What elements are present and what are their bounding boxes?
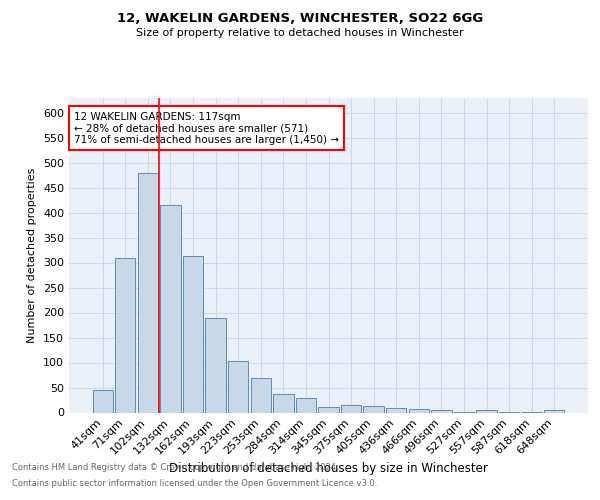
Bar: [476, 410, 497, 412]
Bar: [228, 360, 248, 412]
Bar: [160, 205, 181, 412]
Text: 12, WAKELIN GARDENS, WINCHESTER, SO22 6GG: 12, WAKELIN GARDENS, WINCHESTER, SO22 6G…: [117, 12, 483, 26]
Text: Size of property relative to detached houses in Winchester: Size of property relative to detached ho…: [136, 28, 464, 38]
Bar: [386, 408, 406, 412]
Bar: [544, 410, 565, 412]
Bar: [251, 378, 271, 412]
Bar: [431, 410, 452, 412]
Bar: [138, 172, 158, 412]
Bar: [341, 405, 361, 412]
Bar: [296, 398, 316, 412]
Bar: [273, 394, 293, 412]
Bar: [205, 318, 226, 412]
Bar: [409, 408, 429, 412]
Text: Contains public sector information licensed under the Open Government Licence v3: Contains public sector information licen…: [12, 478, 377, 488]
Y-axis label: Number of detached properties: Number of detached properties: [28, 168, 37, 342]
Bar: [115, 258, 136, 412]
Bar: [92, 390, 113, 412]
Bar: [183, 256, 203, 412]
Text: Contains HM Land Registry data © Crown copyright and database right 2024.: Contains HM Land Registry data © Crown c…: [12, 464, 338, 472]
X-axis label: Distribution of detached houses by size in Winchester: Distribution of detached houses by size …: [169, 462, 488, 475]
Text: 12 WAKELIN GARDENS: 117sqm
← 28% of detached houses are smaller (571)
71% of sem: 12 WAKELIN GARDENS: 117sqm ← 28% of deta…: [74, 112, 339, 145]
Bar: [364, 406, 384, 412]
Bar: [319, 406, 338, 412]
